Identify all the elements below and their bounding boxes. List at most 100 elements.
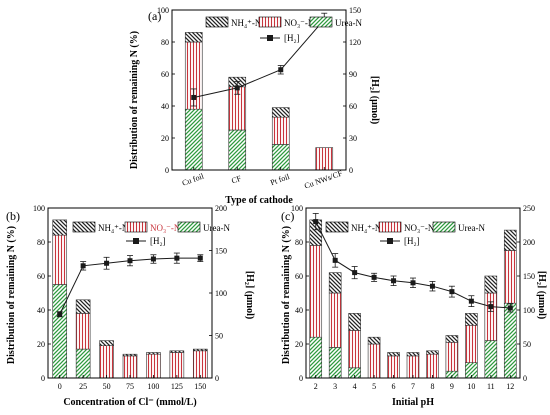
xtick-label-c: 5 [372,382,376,391]
bar-segment-nitrate [315,147,334,171]
y2tick-label-a: 150 [349,6,361,15]
h2-point [104,260,110,266]
bar-segment-ammonium [184,32,203,43]
legend-label-urea-a: Urea-N [335,18,362,28]
ytick-label-c: 100 [291,204,303,213]
xtick-label-c: 3 [333,382,337,391]
xtick-label-c: 2 [314,382,318,391]
bar-segment-nitrate [271,116,290,145]
h2-point [332,257,338,263]
legend-swatch-nitrate-a [258,16,282,28]
legend-b: NH₄⁺-N NO₃⁻-N Urea-N [H₂] [72,221,230,246]
legend-label-ammonium-b: NH₄⁺-N [98,223,129,233]
bar-segment-ammonium [99,340,114,347]
bar-segment-ammonium [328,272,342,294]
h2-point [174,255,180,261]
bar-segment-urea [184,108,203,171]
h2-point [150,256,156,262]
legend-label-nitrate-c: NO₃⁻-N [404,223,435,233]
ytick-label-c: 60 [295,272,303,281]
bar-segment-ammonium [122,353,138,357]
h2-point [391,278,397,284]
bar-segment-urea [271,144,290,171]
bar-segment-ammonium [75,299,91,314]
bar-segment-nitrate [52,234,68,285]
legend-label-nitrate-a: NO₃⁻-N [284,18,315,28]
bar-segment-nitrate [426,353,439,379]
bar-segment-ammonium [52,219,68,236]
legend-label-ammonium-c: NH₄⁺-N [351,223,382,233]
legend-swatch-urea-a [309,16,333,28]
y2tick-label-c: 150 [523,272,535,281]
legend-a: NH₄⁺-N NO₃⁻-N Urea-N [H₂] [205,16,362,43]
legend-label-ammonium-a: NH₄⁺-N [231,18,262,28]
panel-label-c: (c) [281,209,294,223]
ylabel-b: Distribution of remaining N (%) [6,226,17,364]
bar-segment-nitrate [367,343,381,379]
h2-point [278,67,284,73]
xtick-label-c: 7 [411,382,415,391]
bar-segment-nitrate [503,250,517,304]
bar-segment-ammonium [503,229,517,251]
ytick-label-b: 60 [37,272,45,281]
y2tick-label-c: 100 [523,306,535,315]
legend-label-urea-b: Urea-N [203,223,230,233]
bar-segment-nitrate [122,355,138,379]
h2-point [80,263,86,269]
legend-swatch-urea-c [432,221,456,233]
y2tick-label-a: 30 [349,134,357,143]
h2-point [429,283,435,289]
ytick-label-a: 80 [161,38,169,47]
y2tick-label-c: 50 [523,340,531,349]
xlabel-a: Type of cathode [225,195,293,206]
ytick-label-b: 40 [37,306,45,315]
ytick-label-b: 80 [37,238,45,247]
h2-point [57,311,63,317]
bar-segment-ammonium [348,313,361,331]
bar-segment-urea [52,284,68,379]
bar-segment-nitrate [406,355,420,379]
xtick-label-c: 6 [392,382,396,391]
plot-area-c: 0 20 40 60 80 100 0 50 100 150 200 250 2 3 4 5 6 7 8 9 10 11 1… [291,204,535,391]
bar-segment-nitrate [75,313,91,350]
h2-point [507,305,513,311]
bar-segment-urea [228,129,247,171]
bar-segment-ammonium [484,275,498,294]
xtick-label-b: 0 [58,382,62,391]
y2tick-label-b: 50 [215,332,223,341]
bar-segment-nitrate [99,345,114,379]
xtick-label-a: Cu NWs/CF [303,168,344,190]
bar-segment-urea [309,336,323,379]
xtick-label-a: Pt foil [269,172,291,187]
h2-series-line-a [193,19,325,98]
legend-label-urea-c: Urea-N [458,223,485,233]
bar-segment-ammonium [465,313,478,326]
bar-segment-ammonium [406,352,420,357]
xtick-label-c: 4 [353,382,357,391]
bar-segment-urea [328,347,342,379]
plot-area-b: 0 20 40 60 80 100 0 50 100 150 200 0 25 50 75 100 125 150 [33,204,227,391]
legend-swatch-ammonium-c [325,221,349,233]
legend-label-nitrate-b: NO₃⁻-N [150,223,181,233]
xtick-label-c: 8 [430,382,434,391]
panel-b: (b) Distribution of remaining N (%) [H₂]… [6,204,255,408]
h2-point [234,85,240,91]
bar-segment-ammonium [271,107,290,118]
y2label-a: [H₂] (μmol) [369,76,380,124]
xtick-label-b: 100 [147,382,159,391]
bar-segment-ammonium [192,348,208,352]
bar-segment-ammonium [169,350,185,353]
y2tick-label-a: 60 [349,102,357,111]
bar-segment-ammonium [367,336,381,345]
bar-segment-nitrate [465,324,478,363]
bar-segment-urea [75,348,91,379]
bar-segment-nitrate [309,245,323,338]
h2-point [371,274,377,280]
bar-segment-ammonium [146,352,161,355]
h2-point [410,280,416,286]
xlabel-b: Concentration of Cl⁻ (mmol/L) [63,397,196,408]
ylabel-c: Distribution of remaining N (%) [281,226,292,364]
ytick-label-a: 60 [161,70,169,79]
ytick-label-a: 0 [165,166,169,175]
